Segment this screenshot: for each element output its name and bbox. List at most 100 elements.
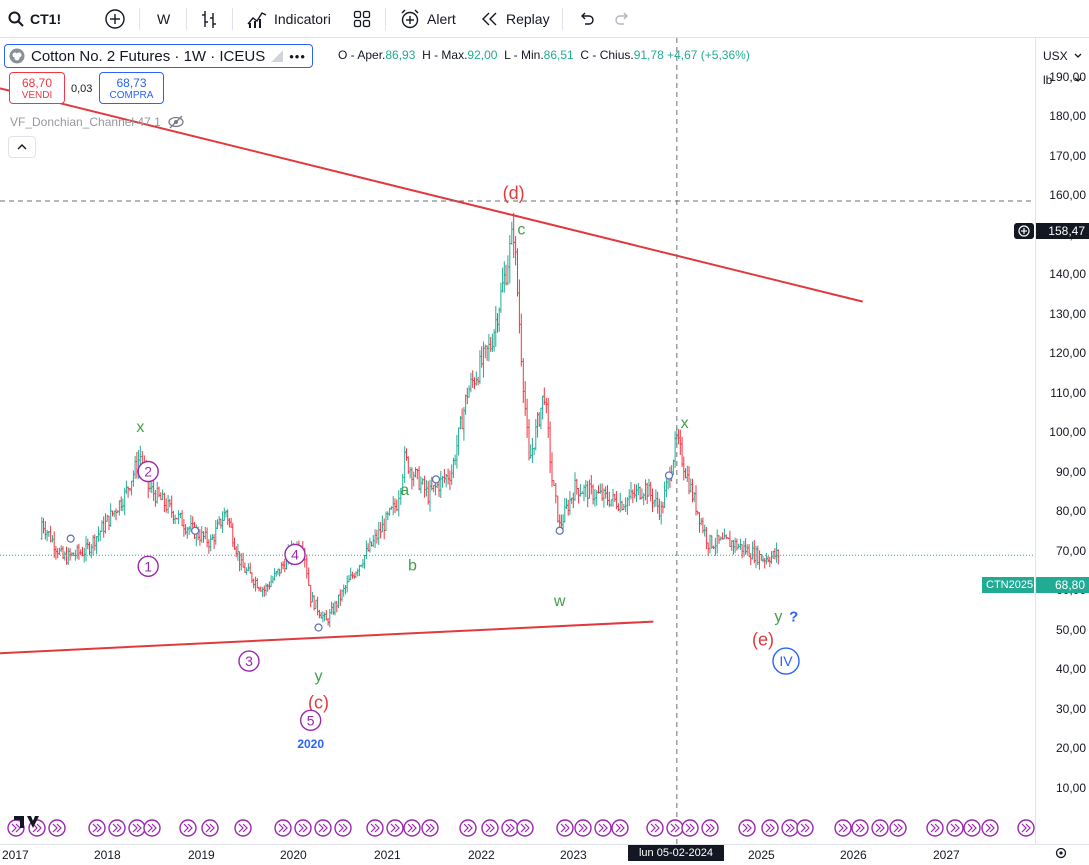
bar-marker <box>556 527 563 534</box>
redo-icon <box>614 11 632 27</box>
unit-select[interactable]: lb <box>1038 70 1086 90</box>
indicators-button[interactable]: Indicatori <box>246 0 331 37</box>
wave-labels: (d)cx xabwyy(c)(e)?202012345IV <box>136 183 799 751</box>
crosshair-date: lun 05-02-2024 <box>639 847 713 859</box>
question-mark-label: ? <box>789 609 798 626</box>
wave-label-a: a <box>400 482 409 499</box>
price-axis[interactable]: 190,00180,00170,00160,00150,00140,00130,… <box>1035 38 1089 844</box>
trendline <box>0 622 653 654</box>
spread-value: 0,03 <box>71 83 92 95</box>
chevron-up-icon <box>16 143 28 151</box>
wave-label-b: b <box>408 557 417 574</box>
price-label: 170,00 <box>1049 149 1086 163</box>
bar-marker <box>666 472 673 479</box>
change-value: +4,67 (+5,36%) <box>667 48 750 62</box>
crosshair-date-tag: lun 05-02-2024 <box>628 845 724 861</box>
low-label: L - Min. <box>504 48 544 62</box>
wave-circle-5-text: 5 <box>307 712 315 728</box>
time-label: 2020 <box>280 848 307 861</box>
plus-circle-icon <box>104 8 126 30</box>
year-label: 2020 <box>297 737 324 751</box>
time-label: 2021 <box>374 848 401 861</box>
alarm-clock-icon <box>399 8 421 30</box>
time-axis[interactable]: 2017 2018 2019 2020 2021 2022 2023 2025 2026 2027… <box>0 844 1089 861</box>
high-label: H - Max. <box>422 48 467 62</box>
price-label: 100,00 <box>1049 425 1086 439</box>
redo-button[interactable] <box>614 0 632 37</box>
price-label: 160,00 <box>1049 188 1086 202</box>
toolbar-divider <box>385 8 386 30</box>
collapse-legend-button[interactable] <box>8 136 36 158</box>
chevron-down-icon <box>1074 77 1082 83</box>
symbol-legend[interactable]: Cotton No. 2 Futures · 1W · ICEUS ••• <box>4 44 313 68</box>
wave-circle-4-text: 4 <box>291 546 299 562</box>
price-label: 20,00 <box>1056 741 1086 755</box>
price-label: 70,00 <box>1056 544 1086 558</box>
settings-button[interactable] <box>1054 846 1068 860</box>
ohlc-values: O - Aper.86,93 H - Max.92,00 L - Min.86,… <box>338 48 750 62</box>
time-label: 2027 <box>933 848 960 861</box>
layouts-button[interactable] <box>353 0 371 37</box>
open-label: O - Aper. <box>338 48 385 62</box>
symbol-tag-label: CTN2025 <box>986 579 1033 591</box>
interval-button[interactable]: W <box>157 0 170 37</box>
wave-circle-iv-text: IV <box>779 653 793 669</box>
buy-label: COMPRA <box>100 90 163 101</box>
open-value: 86,93 <box>385 48 415 62</box>
price-label: 30,00 <box>1056 702 1086 716</box>
price-label: 110,00 <box>1050 386 1086 400</box>
toolbar-divider <box>562 8 563 30</box>
more-icon[interactable]: ••• <box>289 49 306 64</box>
plus-icon <box>1018 225 1030 237</box>
high-value: 92,00 <box>467 48 497 62</box>
time-label: 2018 <box>94 848 121 861</box>
compare-button[interactable] <box>104 0 126 37</box>
interval-label: W <box>157 11 170 27</box>
price-label: 180,00 <box>1049 109 1086 123</box>
chart-type-button[interactable] <box>200 0 218 37</box>
sell-label: VENDI <box>10 90 64 101</box>
wave-circle-3-text: 3 <box>245 653 253 669</box>
indicators-label: Indicatori <box>274 11 331 27</box>
bar-marker <box>67 535 74 542</box>
wave-circle-2-text: 2 <box>144 464 152 480</box>
indicator-name: VF_Donchian_Channel 47 1 <box>10 115 161 129</box>
last-price: 68,80 <box>1055 578 1085 592</box>
buy-price: 68,73 <box>100 76 163 90</box>
time-label: 2017 <box>2 848 29 861</box>
buy-button[interactable]: 68,73 COMPRA <box>99 72 164 104</box>
chart-canvas[interactable]: (d) c x x a b w y y (c) (e)? 2020 1 2 3 4 5 IV <box>0 38 1035 844</box>
undo-button[interactable] <box>577 0 595 37</box>
symbol-label: CT1! <box>30 11 61 27</box>
wave-label-w: w <box>553 593 566 610</box>
chart-pane[interactable]: (d) c x x a b w y y (c) (e)? 2020 1 2 3 4 5 IV <box>0 38 1035 844</box>
wave-label-y: y <box>315 668 323 685</box>
time-label: 2019 <box>188 848 215 861</box>
bar-marker <box>433 476 440 483</box>
time-label: 2022 <box>468 848 495 861</box>
price-label: 120,00 <box>1049 346 1086 360</box>
gear-icon <box>1054 846 1068 860</box>
eye-hidden-icon[interactable] <box>167 115 185 129</box>
price-label: 40,00 <box>1056 662 1086 676</box>
close-label: C - Chius. <box>580 48 633 62</box>
flag-icon[interactable] <box>271 50 283 62</box>
low-value: 86,51 <box>544 48 574 62</box>
add-alert-button[interactable] <box>1014 223 1034 239</box>
symbol-search[interactable]: CT1! <box>8 0 61 37</box>
alert-button[interactable]: Alert <box>399 0 456 37</box>
sell-price: 68,70 <box>10 76 64 90</box>
sell-button[interactable]: 68,70 VENDI <box>9 72 65 104</box>
replay-button[interactable]: Replay <box>480 0 550 37</box>
indicator-legend[interactable]: VF_Donchian_Channel 47 1 <box>10 115 185 129</box>
wave-label-x: x <box>681 415 689 432</box>
wave-label-e: (e) <box>752 629 774 649</box>
price-label: 130,00 <box>1049 307 1086 321</box>
overlays <box>0 38 1035 844</box>
currency-select[interactable]: USX <box>1038 46 1086 66</box>
price-label: 10,00 <box>1056 781 1086 795</box>
toolbar-divider <box>232 8 233 30</box>
wave-label-c: c <box>517 222 525 239</box>
currency-label: USX <box>1043 49 1068 63</box>
bar-marker <box>192 527 199 534</box>
